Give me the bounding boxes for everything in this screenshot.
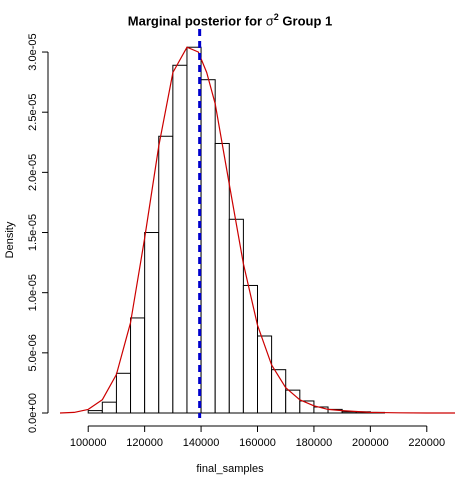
sigma-symbol: σ (265, 13, 274, 29)
x-tick-label: 220000 (408, 437, 445, 449)
histogram-bar (130, 317, 146, 414)
x-tick-label: 140000 (183, 437, 220, 449)
histogram-bar (242, 284, 258, 414)
histogram-bar (144, 232, 160, 414)
y-tick-label: 5.0e-06 (27, 334, 39, 371)
y-tick-label: 3.0e-05 (27, 33, 39, 70)
histogram-bar (200, 79, 216, 414)
histogram-bar (101, 401, 117, 414)
x-tick-label: 160000 (239, 437, 276, 449)
histogram-bar (214, 142, 230, 414)
density-curve (59, 46, 455, 414)
histogram-bar (341, 411, 357, 414)
histogram-bar (158, 135, 174, 414)
x-tick-label: 120000 (126, 437, 163, 449)
y-tick-label: 1.0e-05 (27, 274, 39, 311)
x-tick-label: 200000 (352, 437, 389, 449)
y-axis-label: Density (4, 221, 16, 259)
y-tick-label: 2.0e-05 (27, 154, 39, 191)
chart-title: Marginal posterior for σ2 Group 1 (127, 12, 333, 29)
histogram-bar (172, 64, 188, 414)
y-tick-label: 0.0e+00 (27, 393, 39, 433)
histogram-bar (257, 335, 273, 414)
x-axis-label: final_samples (196, 463, 264, 475)
x-tick-label: 180000 (296, 437, 333, 449)
histogram-bar (87, 410, 103, 414)
y-tick-label: 2.5e-05 (27, 94, 39, 131)
histogram-bar (115, 372, 132, 414)
x-tick-label: 100000 (70, 437, 107, 449)
histogram-bar (228, 218, 244, 414)
title-superscript: 2 (273, 12, 279, 22)
y-tick-label: 1.5e-05 (27, 214, 39, 251)
